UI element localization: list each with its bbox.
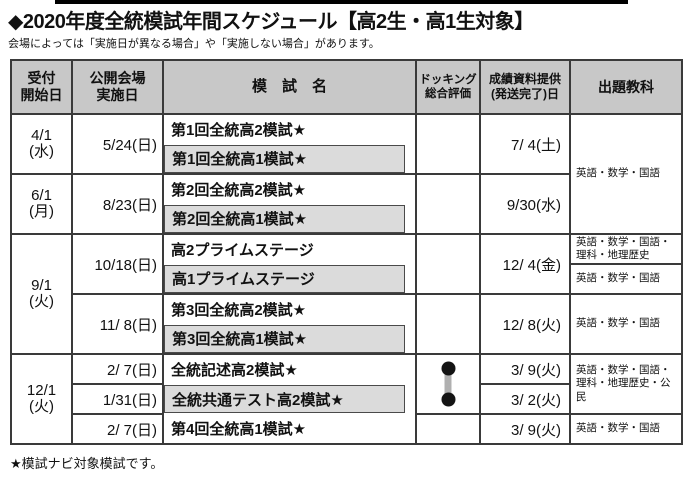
venue-date-cell: 10/18(日) [71,233,164,296]
subjects-cell: 英語・数学・国語・ 理科・地理歴史・公民 [569,353,683,416]
header-venue-date: 公開会場 実施日 [71,59,164,116]
exam-name: 第1回全統高2模試★ [171,122,307,140]
exam-name-cell: 第3回全統高1模試★ [162,323,417,356]
header-exam-name: 模 試 名 [162,59,417,116]
table-row: 第1回全統高1模試★ [11,143,682,176]
table-row: 第3回全統高1模試★ [11,323,682,356]
docking-cell [415,203,481,236]
top-crop-line [55,0,628,4]
result-date-cell: 3/ 2(火) [479,383,571,416]
header-subjects: 出題教科 [569,59,683,116]
exam-name: 第1回全統高1模試★ [164,144,405,173]
result-date-cell: 3/ 9(火) [479,353,571,386]
page-subtitle: 会場によっては「実施日が異なる場合」や「実施しない場合」があります。 [8,38,380,50]
exam-name-cell: 第4回全統高1模試★ [162,413,417,446]
exam-name-cell: 高2プライムステージ [162,233,417,265]
exam-name: 全統共通テスト高2模試★ [164,385,405,414]
table-row: 9/1 (火) 10/18(日) 高2プライムステージ 12/ 4(金) 英語・… [10,233,683,356]
venue-date-cell: 11/ 8(日) [71,293,164,356]
subjects-cell: 英語・数学・国語 [569,293,683,356]
exam-name-cell: 第1回全統高1模試★ [162,143,417,176]
table-row: 第2回全統高1模試★ [11,203,682,236]
exam-name-cell: 高1プライムステージ [162,263,417,296]
exam-name: 第3回全統高2模試★ [171,302,307,320]
venue-date-cell: 1/31(日) [71,383,164,416]
schedule-table: 受付 開始日 公開会場 実施日 模 試 名 ドッキング 総合評価 成績資料提供 … [10,59,683,446]
result-date-cell: 7/ 4(土) [479,113,571,176]
docking-cell [415,263,481,296]
exam-name-cell: 第1回全統高2模試★ [162,113,417,145]
exam-name: 全統記述高2模試★ [171,362,298,380]
result-date-cell: 12/ 4(金) [479,233,571,296]
table-row: 4/1 (水) 5/24(日) 第1回全統高2模試★ 7/ 4(土) 英語・数学… [10,113,683,236]
subjects-cell: 英語・数学・国語 [569,413,683,446]
exam-name-cell: 全統共通テスト高2模試★ [162,383,417,415]
subjects-cell: 英語・数学・国語 [569,113,683,236]
apply-date-cell: 4/1 (水) [10,113,73,176]
docking-cell [415,293,481,325]
table-header-row: 受付 開始日 公開会場 実施日 模 試 名 ドッキング 総合評価 成績資料提供 … [10,59,683,116]
venue-date-cell: 8/23(日) [71,173,164,236]
exam-name: 高1プライムステージ [164,264,405,293]
apply-date-cell: 9/1 (火) [10,233,73,356]
header-docking: ドッキング 総合評価 [415,59,481,116]
result-date-cell: 12/ 8(火) [479,293,571,356]
exam-name-cell: 全統記述高2模試★ [162,353,417,385]
docking-cell [415,113,481,145]
table-row: 12/1 (火) 2/ 7(日) 全統記述高2模試★ 3/ 9(火) 英語・数学… [10,353,683,446]
exam-name-cell: 第2回全統高1模試★ [162,203,417,236]
footnote: ★模試ナビ対象模試です。 [10,456,164,472]
table-row: 11/ 8(日) 第3回全統高2模試★ 12/ 8(火) 英語・数学・国語 [11,293,683,356]
exam-name-cell: 第2回全統高2模試★ [162,173,417,205]
header-apply-date: 受付 開始日 [10,59,73,116]
venue-date-cell: 5/24(日) [71,113,164,176]
header-result-date: 成績資料提供 (発送完了)日 [479,59,571,116]
docking-cell [415,353,481,416]
exam-name-cell: 第3回全統高2模試★ [162,293,417,325]
docking-cell [415,233,481,265]
exam-name: 高2プライムステージ [171,242,314,260]
exam-name: 第2回全統高1模試★ [164,204,405,233]
venue-date-cell: 2/ 7(日) [71,353,164,386]
table-row: 高1プライムステージ 英語・数学・国語 [11,263,683,296]
docking-cell [415,413,481,446]
table-row: 1/31(日) 全統共通テスト高2模試★ 3/ 2(火) [11,383,682,416]
result-date-cell: 9/30(水) [479,173,571,236]
exam-name: 第3回全統高1模試★ [164,324,405,353]
subjects-cell: 英語・数学・国語・ 理科・地理歴史 [569,233,683,266]
apply-date-cell: 12/1 (火) [10,353,73,446]
subjects-cell: 英語・数学・国語 [569,263,683,296]
table-row: 2/ 7(日) 第4回全統高1模試★ 3/ 9(火) 英語・数学・国語 [11,413,683,446]
apply-date-cell: 6/1 (月) [10,173,73,236]
docking-cell [415,173,481,205]
docking-cell [415,143,481,176]
exam-name: 第2回全統高2模試★ [171,182,307,200]
venue-date-cell: 2/ 7(日) [71,413,164,446]
result-date-cell: 3/ 9(火) [479,413,571,446]
docking-link-icon [444,368,452,400]
page-title: ◆2020年度全統模試年間スケジュール【高2生・高1生対象】 [8,11,534,33]
table-row: 6/1 (月) 8/23(日) 第2回全統高2模試★ 9/30(水) [10,173,682,236]
docking-cell [415,323,481,356]
exam-name: 第4回全統高1模試★ [171,421,307,439]
